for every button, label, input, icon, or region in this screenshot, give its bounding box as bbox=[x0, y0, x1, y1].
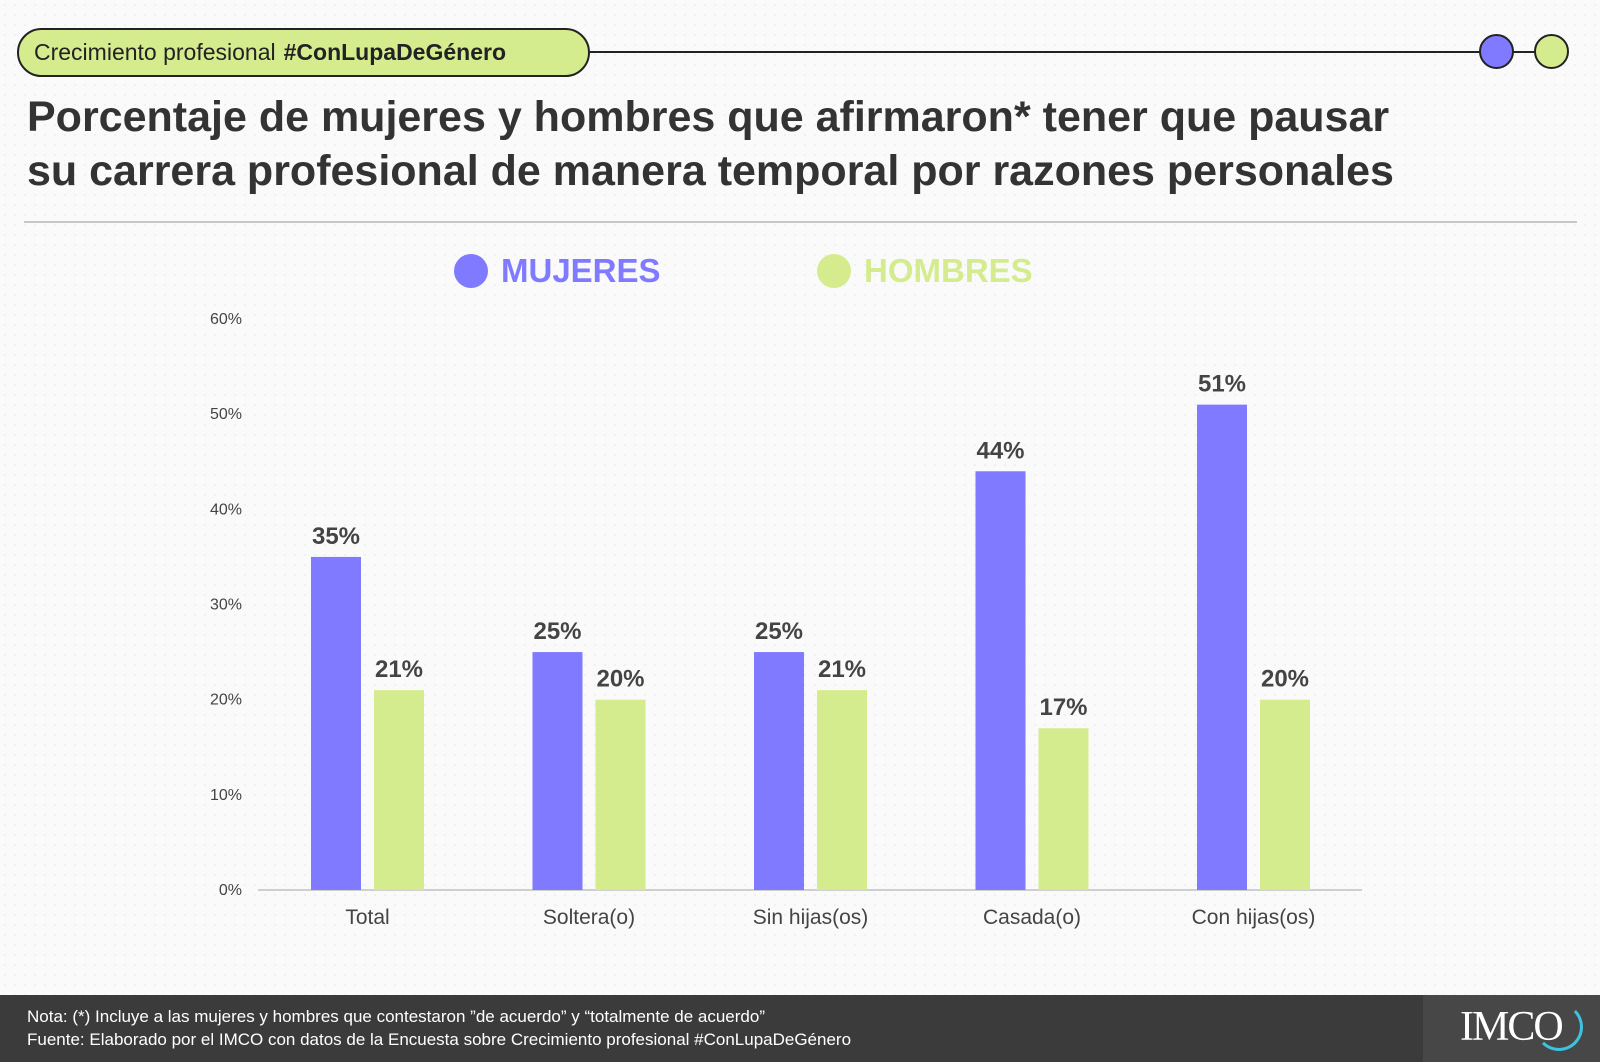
title-line-1: Porcentaje de mujeres y hombres que afir… bbox=[27, 93, 1390, 141]
x-tick-label: Total bbox=[345, 906, 389, 929]
data-label: 44% bbox=[976, 437, 1024, 464]
data-label: 51% bbox=[1198, 371, 1246, 398]
logo-swirl-icon bbox=[1535, 1003, 1583, 1051]
data-label: 25% bbox=[755, 618, 803, 645]
data-label: 25% bbox=[533, 618, 581, 645]
data-label: 35% bbox=[312, 523, 360, 550]
topic-tag: Crecimiento profesional #ConLupaDeGénero bbox=[17, 28, 590, 77]
y-tick-label: 10% bbox=[210, 787, 242, 804]
chart-title: Porcentaje de mujeres y hombres que afir… bbox=[27, 90, 1394, 198]
y-tick-label: 0% bbox=[219, 882, 242, 899]
bar-mujeres bbox=[311, 556, 361, 890]
bar-hombres bbox=[374, 690, 424, 890]
bar-hombres bbox=[817, 690, 867, 890]
bar-chart: 0% 10% 20% 30% 40% 50% 60% 35% 21% Total 25% 20% Sol… bbox=[210, 311, 1362, 929]
y-tick-label: 60% bbox=[210, 311, 242, 328]
data-label: 17% bbox=[1039, 694, 1087, 721]
bar-mujeres bbox=[754, 652, 804, 890]
topic-tag-label: Crecimiento profesional bbox=[34, 39, 276, 65]
legend-item-mujeres: MUJERES bbox=[454, 252, 661, 290]
bar-hombres bbox=[1038, 728, 1089, 890]
data-label: 20% bbox=[1261, 666, 1309, 693]
x-tick-label: Con hijas(os) bbox=[1192, 906, 1316, 929]
legend-label: MUJERES bbox=[501, 252, 661, 289]
y-tick-label: 30% bbox=[210, 597, 242, 614]
x-tick-label: Soltera(o) bbox=[543, 906, 635, 929]
topic-tag-hashtag: #ConLupaDeGénero bbox=[283, 39, 506, 65]
legend-item-hombres: HOMBRES bbox=[817, 252, 1033, 290]
y-tick-label: 50% bbox=[210, 406, 242, 423]
bar-mujeres bbox=[1197, 404, 1247, 890]
footer: Nota: (*) Incluye a las mujeres y hombre… bbox=[0, 995, 1600, 1062]
footnote: Nota: (*) Incluye a las mujeres y hombre… bbox=[27, 1007, 765, 1026]
divider bbox=[24, 221, 1577, 223]
bar-mujeres bbox=[975, 471, 1026, 890]
x-tick-label: Sin hijas(os) bbox=[753, 906, 869, 929]
data-label: 21% bbox=[818, 656, 866, 683]
data-label: 21% bbox=[375, 656, 423, 683]
x-tick-label: Casada(o) bbox=[983, 906, 1081, 929]
y-tick-label: 40% bbox=[210, 501, 242, 518]
bar-hombres bbox=[1260, 699, 1310, 890]
data-label: 20% bbox=[596, 666, 644, 693]
green-dot-icon bbox=[1534, 34, 1569, 69]
header-line bbox=[590, 51, 1550, 53]
y-tick-label: 20% bbox=[210, 692, 242, 709]
legend-label: HOMBRES bbox=[864, 252, 1033, 289]
legend-swatch-icon bbox=[817, 254, 851, 288]
source-note: Fuente: Elaborado por el IMCO con datos … bbox=[27, 1030, 852, 1049]
title-line-2: su carrera profesional de manera tempora… bbox=[27, 147, 1394, 195]
legend-swatch-icon bbox=[454, 254, 488, 288]
bar-mujeres bbox=[532, 652, 583, 890]
purple-dot-icon bbox=[1479, 34, 1514, 69]
bar-hombres bbox=[595, 699, 646, 890]
